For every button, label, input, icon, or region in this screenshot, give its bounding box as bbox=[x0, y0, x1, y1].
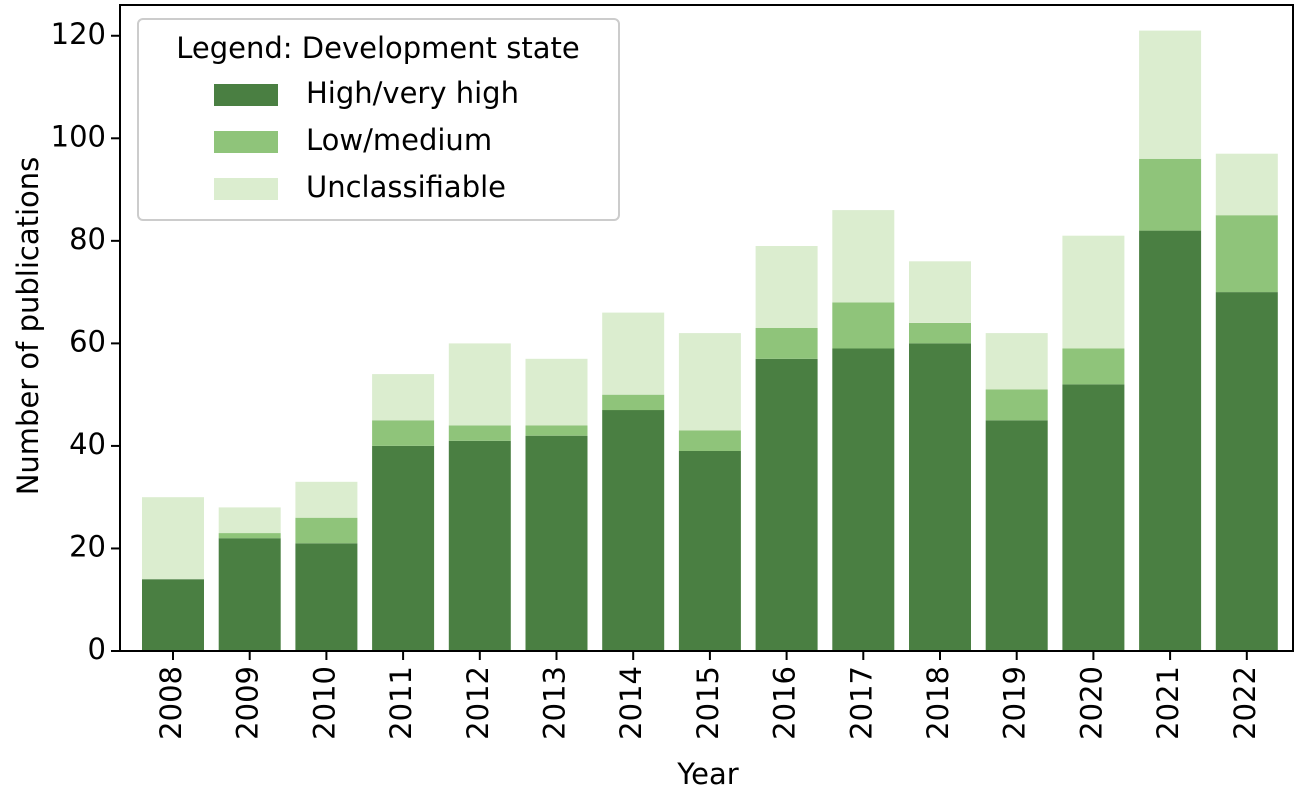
plot-frame bbox=[119, 4, 1294, 652]
x-tick-label-2010: 2010 bbox=[307, 666, 341, 740]
bar-2011-series-2 bbox=[372, 374, 435, 421]
bar-2010-series-2 bbox=[295, 481, 358, 518]
bar-2020-series-2 bbox=[1062, 235, 1125, 349]
bar-2009-series-1 bbox=[218, 533, 281, 539]
x-tick-label-2022: 2022 bbox=[1228, 666, 1262, 740]
bar-2011-series-0 bbox=[372, 445, 435, 651]
legend-label-1: Low/medium bbox=[306, 123, 492, 157]
bar-2022-series-1 bbox=[1215, 215, 1278, 293]
bar-2012-series-2 bbox=[448, 343, 511, 426]
y-axis-title: Number of publications bbox=[11, 157, 45, 496]
legend-frame bbox=[137, 18, 620, 221]
bar-2019-series-0 bbox=[985, 420, 1048, 651]
y-tick-label-0: 0 bbox=[88, 632, 106, 666]
bar-2017-series-1 bbox=[832, 302, 895, 349]
bar-2016-series-1 bbox=[755, 328, 818, 359]
x-tick-label-2012: 2012 bbox=[461, 666, 495, 740]
bar-2013-series-2 bbox=[525, 358, 588, 426]
bar-2013-series-1 bbox=[525, 425, 588, 436]
bar-2013-series-0 bbox=[525, 435, 588, 651]
x-tick-label-2008: 2008 bbox=[154, 666, 188, 740]
bar-2009-series-0 bbox=[218, 538, 281, 651]
x-tick-label-2015: 2015 bbox=[691, 666, 725, 740]
bar-2010-series-1 bbox=[295, 517, 358, 544]
legend-swatch-1 bbox=[214, 131, 278, 153]
bar-2021-series-2 bbox=[1139, 30, 1202, 159]
bar-2018-series-0 bbox=[909, 343, 971, 651]
legend-label-2: Unclassifiable bbox=[306, 170, 506, 204]
bar-2015-series-1 bbox=[678, 430, 741, 451]
bar-2014-series-1 bbox=[602, 394, 665, 411]
x-tick-label-2020: 2020 bbox=[1074, 666, 1108, 740]
legend-entries: High/very high Low/medium Unclassifiable bbox=[214, 76, 519, 204]
y-tick-label-100: 100 bbox=[51, 119, 106, 153]
bar-2012-series-1 bbox=[448, 425, 511, 441]
bar-2014-series-2 bbox=[602, 312, 665, 395]
legend: Legend: Development state High/very high… bbox=[137, 18, 620, 221]
bar-2018-series-2 bbox=[909, 261, 971, 323]
bar-2022-series-0 bbox=[1215, 292, 1278, 651]
bar-2021-series-0 bbox=[1139, 230, 1202, 651]
bar-2016-series-2 bbox=[755, 246, 818, 328]
x-tick-label-2019: 2019 bbox=[998, 666, 1032, 740]
y-tick-label-60: 60 bbox=[69, 324, 106, 358]
x-tick-label-2017: 2017 bbox=[844, 666, 878, 740]
bar-2015-series-2 bbox=[678, 333, 741, 431]
x-tick-label-2018: 2018 bbox=[921, 666, 955, 740]
bar-2018-series-1 bbox=[909, 322, 971, 344]
bar-2008-series-2 bbox=[142, 497, 204, 580]
bars-layer bbox=[142, 30, 1278, 651]
bar-2012-series-0 bbox=[448, 440, 511, 651]
axes-layer: 0 20 40 60 80 100 120 2008 2009 2010 2011 2012 2013 2… bbox=[51, 4, 1294, 740]
y-tick-label-120: 120 bbox=[51, 17, 106, 51]
bar-2014-series-0 bbox=[602, 410, 665, 651]
x-tick-label-2011: 2011 bbox=[384, 666, 418, 740]
bar-2008-series-0 bbox=[142, 579, 204, 651]
bar-2019-series-2 bbox=[985, 333, 1048, 390]
y-tick-label-80: 80 bbox=[69, 222, 106, 256]
x-tick-label-2021: 2021 bbox=[1151, 666, 1185, 740]
bar-2015-series-0 bbox=[678, 451, 741, 651]
bar-2022-series-2 bbox=[1215, 153, 1278, 216]
legend-swatch-2 bbox=[214, 178, 278, 200]
bar-2021-series-1 bbox=[1139, 158, 1202, 231]
bar-2011-series-1 bbox=[372, 420, 435, 446]
x-tick-label-2013: 2013 bbox=[538, 666, 572, 740]
legend-label-0: High/very high bbox=[306, 76, 519, 110]
bar-2017-series-0 bbox=[832, 348, 895, 651]
bar-2020-series-0 bbox=[1062, 384, 1125, 651]
bar-2016-series-0 bbox=[755, 358, 818, 651]
x-tick-label-2016: 2016 bbox=[768, 666, 802, 740]
y-tick-label-40: 40 bbox=[69, 427, 106, 461]
bar-2009-series-2 bbox=[218, 507, 281, 533]
bar-2010-series-0 bbox=[295, 543, 358, 651]
bar-2019-series-1 bbox=[985, 389, 1048, 421]
x-tick-label-2009: 2009 bbox=[231, 666, 265, 740]
bar-2020-series-1 bbox=[1062, 348, 1125, 385]
y-tick-label-20: 20 bbox=[69, 529, 106, 563]
bar-2017-series-2 bbox=[832, 210, 895, 303]
x-tick-label-2014: 2014 bbox=[614, 666, 648, 740]
legend-title: Legend: Development state bbox=[176, 31, 579, 65]
x-axis-title: Year bbox=[676, 757, 738, 788]
legend-swatch-0 bbox=[214, 84, 278, 106]
